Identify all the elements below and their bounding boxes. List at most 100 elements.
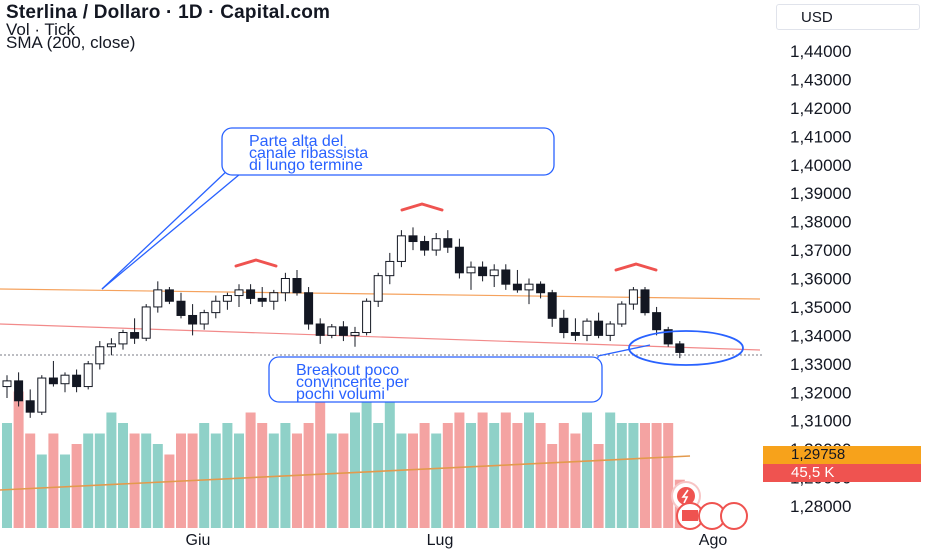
chart-title: Sterlina / Dollaro · 1D · Capital.com <box>6 2 331 23</box>
last-volume-badge: 45,5 K <box>763 464 921 482</box>
volume-bars <box>2 391 685 528</box>
price-tick-label: 1,34000 <box>790 326 851 345</box>
candle-body <box>338 326 348 336</box>
volume-bar <box>535 423 546 528</box>
sma-indicator-label[interactable]: SMA (200, close) <box>6 33 136 52</box>
candle-body <box>420 241 430 251</box>
candlesticks <box>2 227 685 418</box>
candle-body <box>83 363 93 388</box>
volume-bar <box>466 423 476 528</box>
candle-body <box>246 289 256 299</box>
candle-body <box>164 289 174 302</box>
callout-pointer-top-edge <box>101 167 231 290</box>
volume-bar <box>605 412 616 528</box>
candle-body <box>48 377 58 385</box>
price-tick-label: 1,44000 <box>790 42 851 61</box>
price-tick-label: 1,38000 <box>790 213 851 232</box>
callout-top-line-2: canale ribassista <box>249 145 368 162</box>
candle-body <box>199 312 209 325</box>
volume-indicator-label[interactable]: Vol · Tick <box>6 20 75 39</box>
time-tick-label: Ago <box>699 532 728 549</box>
callout-top-line-3: di lungo termine <box>249 157 363 174</box>
annotation-callouts: Parte alta del canale ribassista di lung… <box>101 127 744 403</box>
volume-bar <box>338 433 349 528</box>
volume-bar <box>292 433 302 528</box>
candle-body <box>594 320 604 336</box>
callout-bottom-line-3: pochi volumi <box>296 386 385 403</box>
candle-body <box>327 326 337 336</box>
volume-bar <box>454 412 465 528</box>
callout-top-line-1: Parte alta del <box>249 133 343 150</box>
price-tick-label: 1,36000 <box>790 270 851 289</box>
price-tick-label: 1,37000 <box>790 241 851 260</box>
candle-body <box>408 235 418 243</box>
event-calendar-icon-2[interactable] <box>720 502 748 530</box>
candle-body <box>501 269 511 285</box>
candle-body <box>304 292 314 325</box>
candle-body <box>234 289 244 297</box>
candle-body <box>478 266 488 277</box>
volume-bar <box>268 433 279 528</box>
volume-bar <box>106 412 117 528</box>
time-tick-label: Giu <box>186 532 211 549</box>
volume-bar <box>25 433 36 528</box>
time-axis[interactable]: Giu Lug Ago <box>186 532 728 549</box>
volume-bar <box>512 423 523 528</box>
volume-bar <box>489 423 500 528</box>
price-tick-label: 1,35000 <box>790 298 851 317</box>
candle-body <box>443 238 453 248</box>
peak-marker-left <box>234 258 278 268</box>
volume-bar <box>118 423 128 528</box>
peak-marker-right <box>614 262 658 272</box>
volume-bar <box>152 444 163 528</box>
event-flash-icon-core <box>677 487 695 505</box>
price-axis[interactable]: 1,44000 1,43000 1,42000 1,41000 1,40000 1,390… <box>790 42 851 516</box>
candle-body <box>396 235 406 262</box>
volume-bar <box>651 423 662 528</box>
volume-bar <box>94 433 105 528</box>
candle-body <box>72 374 82 388</box>
callout-box-bottom[interactable] <box>268 356 603 403</box>
volume-bar <box>245 412 256 528</box>
volume-bar <box>13 391 24 528</box>
candle-body <box>2 380 12 388</box>
candle-body <box>141 306 151 339</box>
volume-bar <box>36 454 47 528</box>
time-tick-label: Lug <box>427 532 454 549</box>
candle-body <box>118 332 128 345</box>
volume-bar <box>384 402 395 528</box>
volume-bar <box>547 444 558 528</box>
volume-bar <box>60 454 70 528</box>
volume-bar <box>500 412 511 528</box>
currency-selector[interactable]: USD <box>776 4 920 30</box>
candle-body <box>60 374 70 385</box>
price-tick-label: 1,41000 <box>790 127 851 146</box>
volume-bar <box>2 423 12 528</box>
volume-bar <box>396 433 407 528</box>
candle-body <box>106 343 116 348</box>
candle-body <box>211 300 221 314</box>
volume-bar <box>141 433 152 528</box>
volume-bar <box>477 412 488 528</box>
volume-bar <box>326 433 337 528</box>
candle-body <box>269 292 279 302</box>
candle-body <box>466 266 476 274</box>
candle-body <box>188 314 198 325</box>
candle-body <box>628 289 638 305</box>
candle-body <box>559 317 569 334</box>
callout-box-top[interactable] <box>221 127 555 176</box>
candle-body <box>512 283 522 291</box>
volume-bar <box>558 423 569 528</box>
price-tick-label: 1,42000 <box>790 99 851 118</box>
candle-body <box>675 343 685 353</box>
volume-bar <box>164 454 175 528</box>
candle-body <box>663 329 673 345</box>
volume-bar <box>199 423 210 528</box>
flash-icon <box>681 489 689 504</box>
candle-body <box>362 300 372 334</box>
candle-body <box>153 289 163 308</box>
candle-body <box>431 238 441 251</box>
volume-bar <box>570 433 581 528</box>
candle-body <box>652 312 662 331</box>
